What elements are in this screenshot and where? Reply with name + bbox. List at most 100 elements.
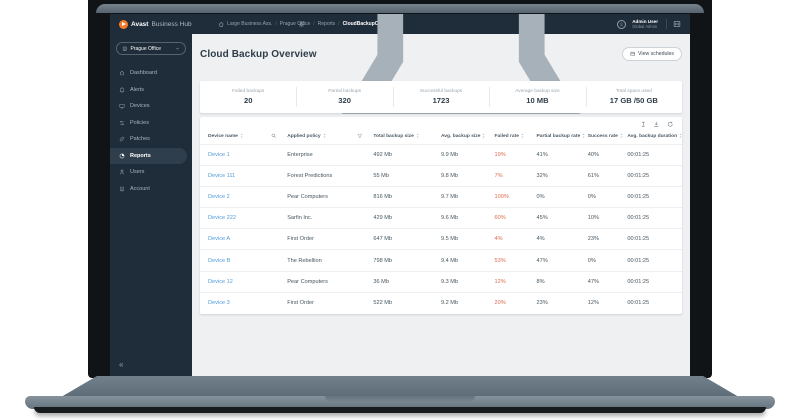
total-size-cell: 36 Mb [373,278,389,285]
policy-cell: First Order [287,299,314,306]
stat-value: 17 GB /50 GB [609,96,658,106]
stat-failed-backups: Failed backups 20 [200,81,296,113]
sidebar-item-reports[interactable]: Reports [110,147,187,164]
avg-size-cell: 9.9 Mb [440,151,459,158]
column-header-failed-rate[interactable]: Failed rate [495,133,537,139]
sidebar-item-dashboard[interactable]: Dashboard [110,65,192,82]
policy-cell: First Order [287,236,314,243]
org-selector[interactable]: Prague Office [116,42,186,55]
sidebar-collapse-button[interactable]: « [119,360,124,369]
sort-icon [323,133,326,139]
stat-successful-backups: Successful backups 1723 [392,81,489,113]
device-link[interactable]: Device 12 [208,278,233,285]
column-settings-icon[interactable] [640,121,647,128]
policy-cell: Pear Computers [287,278,328,285]
app-body: Prague Office Dashboard Alerts Devices Poli… [110,34,690,376]
backup-table-card: Device name Applied policy Total backup si… [200,117,682,314]
topbar: Avast Business Hub Large Business Ass. / P… [110,14,690,153]
gear-icon[interactable] [298,21,305,28]
sidebar-item-policies[interactable]: Policies [110,115,192,132]
stat-average-backup-size: Average backup size 10 MB [489,81,585,113]
table-row: Device 2 Pear Computers 816 Mb 9.7 Mb 100% 0%… [200,185,682,207]
column-header-avg-backup-size[interactable]: Avg. backup size [441,133,495,139]
policy-cell: The Rebellion [287,257,322,264]
stat-label: Successful backups [419,88,463,94]
sidebar-item-account[interactable]: Account [110,181,192,198]
device-link[interactable]: Device B [208,257,231,264]
total-size-cell: 55 Mb [373,172,389,179]
avg-duration-cell: 00:01:25 [627,278,650,285]
breadcrumb-item-cloudbackupoverview: CloudBackupOverview [342,21,398,27]
user-name: Admin User [632,18,658,24]
device-link[interactable]: Device 3 [208,299,230,306]
failed-rate-cell: 7% [494,172,503,179]
device-link[interactable]: Device 2 [208,193,230,200]
monitor-icon [119,103,125,109]
device-link[interactable]: Device 222 [208,215,236,222]
breadcrumb-item-reports[interactable]: Reports [317,21,336,27]
column-header-total-backup-size[interactable]: Total backup size [373,133,441,139]
success-rate-cell: 47% [587,278,599,285]
column-header-applied-policy[interactable]: Applied policy [287,133,357,139]
sidebar-item-patches[interactable]: Patches [110,131,192,148]
breadcrumb-item-prague-office[interactable]: Prague Office [279,21,311,27]
column-header-success-rate[interactable]: Success rate [588,133,628,139]
search-icon [271,133,277,139]
device-link[interactable]: Device 111 [208,172,236,179]
total-size-cell: 798 Mb [373,257,393,264]
table-row: Device 3 First Order 522 Mb 9.2 Mb 20% 23% 12%… [200,291,682,313]
partial-rate-cell: 32% [536,172,548,179]
total-size-cell: 816 Mb [373,193,393,200]
table-row: Device 12 Pear Computers 36 Mb 9.3 Mb 12% 8% 4… [200,270,682,292]
refresh-icon[interactable] [667,121,674,128]
policy-cell: Sarfin Inc. [287,215,313,222]
sidebar-nav: Dashboard Alerts Devices Policies Patches Rep… [110,65,192,197]
home-icon[interactable] [218,21,225,28]
sidebar-item-alerts[interactable]: Alerts [110,82,192,99]
sidebar-item-label: Users [130,169,145,176]
avatar[interactable] [617,19,627,29]
title-row: Cloud Backup Overview View schedules [200,46,682,62]
avg-duration-cell: 00:01:25 [627,172,650,179]
bell-icon [119,87,125,93]
failed-rate-cell: 60% [494,215,506,222]
success-rate-cell: 0% [587,193,596,200]
export-icon[interactable] [653,121,660,128]
sidebar-item-devices[interactable]: Devices [110,98,192,115]
partial-rate-cell: 0% [536,193,545,200]
search-button[interactable] [271,133,287,139]
sidebar-item-label: Account [130,185,150,192]
person-icon [119,169,125,175]
brand: Avast Business Hub [119,19,192,29]
success-rate-cell: 40% [587,151,599,158]
stat-label: Total space used [615,88,652,94]
org-selector-label: Prague Office [130,45,161,52]
device-link[interactable]: Device A [208,236,231,243]
partial-rate-cell: 23% [536,299,548,306]
sidebar-item-label: Devices [130,103,150,110]
user-menu[interactable]: Admin User Global Admin [632,19,658,30]
screen: Avast Business Hub Large Business Ass. / P… [110,14,690,376]
filter-button[interactable] [357,133,373,139]
stat-label: Partial backups [328,88,361,94]
stat-value: 1723 [432,96,450,106]
success-rate-cell: 0% [587,257,596,264]
brand-name: Avast [131,20,149,28]
column-header-avg-backup-duration[interactable]: Avg. backup duration [627,133,682,139]
breadcrumb: Large Business Ass. / Prague Office / Report… [218,21,397,28]
failed-rate-cell: 100% [494,193,509,200]
sidebar-item-users[interactable]: Users [110,164,192,181]
avg-size-cell: 9.2 Mb [440,299,459,306]
breadcrumb-item-large-business-ass[interactable]: Large Business Ass. [227,21,273,27]
view-schedules-button[interactable]: View schedules [621,47,682,61]
avg-size-cell: 9.3 Mb [440,278,459,285]
column-header-device-name[interactable]: Device name [208,133,271,139]
partial-rate-cell: 4% [536,236,545,243]
device-link[interactable]: Device 1 [208,151,230,158]
column-header-partial-backup-rate[interactable]: Partial backup rate [536,133,587,139]
stat-label: Average backup size [515,88,560,94]
home-icon [119,70,125,76]
sidebar-item-label: Dashboard [130,70,157,77]
product-switcher-icon[interactable] [673,20,681,28]
